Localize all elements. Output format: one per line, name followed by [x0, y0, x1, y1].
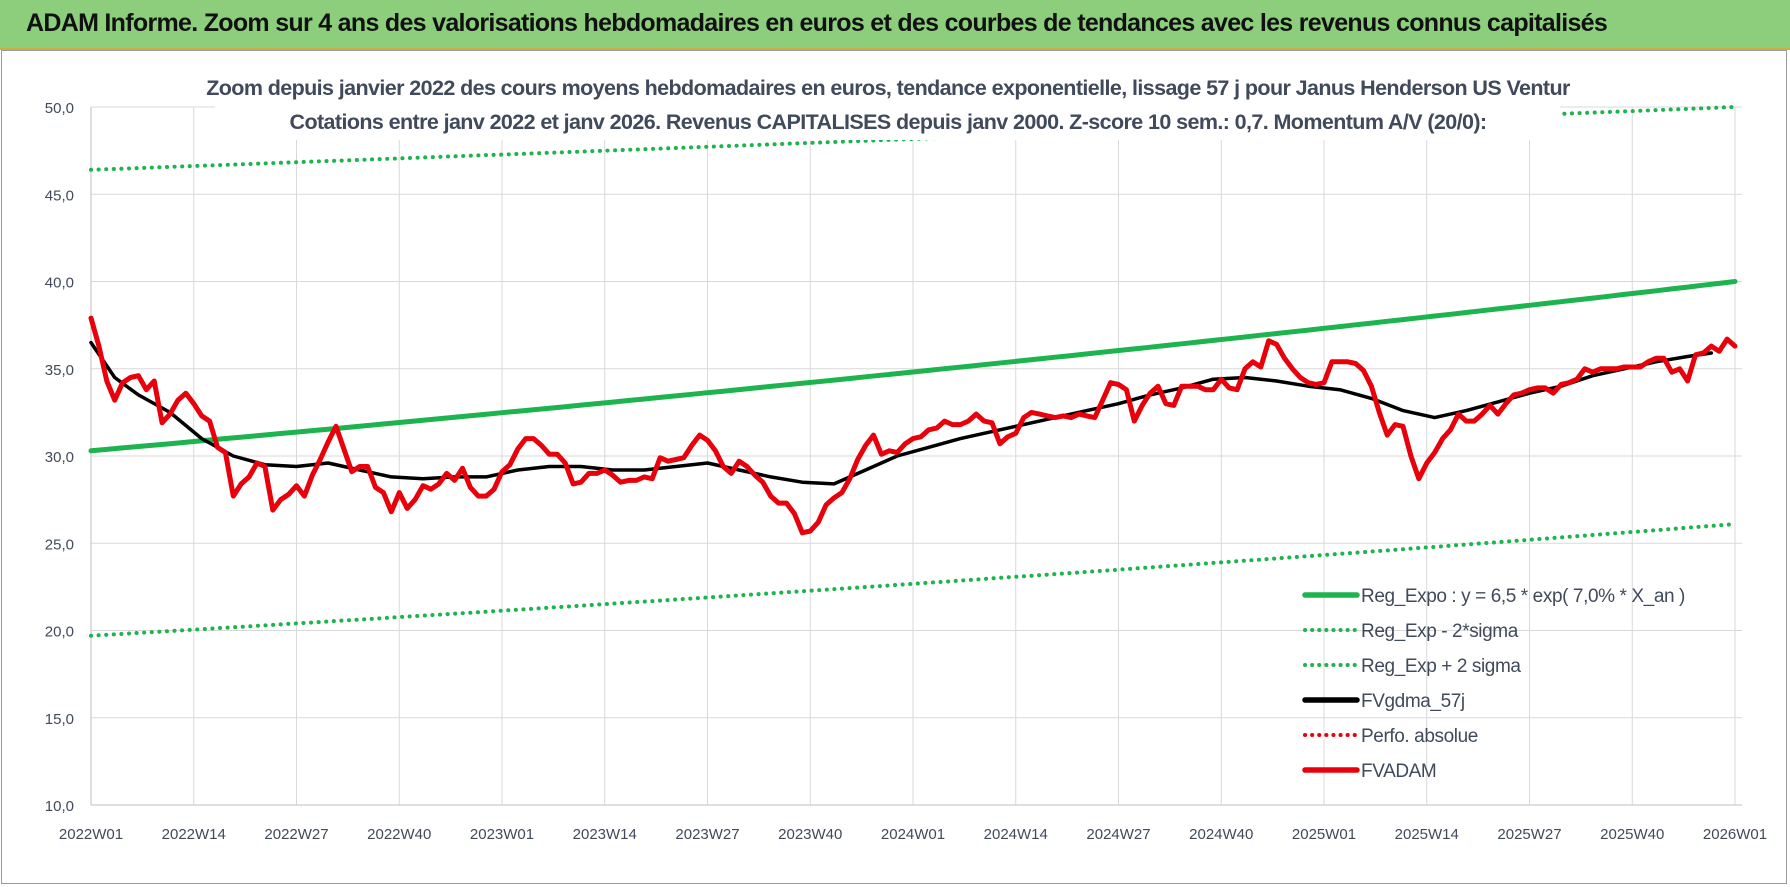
title-background: [215, 68, 1560, 140]
legend-label: Reg_Expo : y = 6,5 * exp( 7,0% * X_an ): [1361, 586, 1685, 607]
y-tick-label: 35,0: [45, 362, 74, 379]
banner-title: ADAM Informe. Zoom sur 4 ans des valoris…: [26, 9, 1608, 37]
x-tick-label: 2024W14: [984, 826, 1048, 843]
y-tick-label: 50,0: [45, 100, 74, 117]
x-tick-label: 2025W01: [1292, 826, 1356, 843]
x-tick-label: 2025W14: [1395, 826, 1459, 843]
y-tick-label: 15,0: [45, 711, 74, 728]
x-tick-label: 2022W40: [367, 826, 431, 843]
x-tick-label: 2022W27: [264, 826, 328, 843]
chart-titles: Zoom depuis janvier 2022 des cours moyen…: [206, 68, 1572, 140]
x-tick-label: 2024W40: [1189, 826, 1253, 843]
legend: Reg_Expo : y = 6,5 * exp( 7,0% * X_an ) R…: [1302, 586, 1685, 782]
y-tick-label: 25,0: [45, 536, 74, 553]
x-tick-label: 2023W40: [778, 826, 842, 843]
series-line-1: [89, 522, 1737, 638]
grid-lines: [90, 106, 1742, 806]
y-tick-label: 40,0: [45, 275, 74, 292]
x-tick-label: 2026W01: [1703, 826, 1767, 843]
chart-title: Zoom depuis janvier 2022 des cours moyen…: [206, 76, 1571, 100]
series-lines: [88, 105, 1738, 638]
x-tick-label: 2025W40: [1600, 826, 1664, 843]
series-line-3: [89, 340, 1714, 486]
x-tick-label: 2023W14: [573, 826, 637, 843]
x-tick-label: 2022W01: [59, 826, 123, 843]
legend-label: FVgdma_57j: [1361, 691, 1465, 712]
legend-label: Reg_Exp + 2 sigma: [1361, 656, 1521, 677]
legend-label: Reg_Exp - 2*sigma: [1361, 621, 1519, 642]
x-axis-ticks: 2022W01 2022W14 2022W27 2022W40 2023W01 2023W…: [59, 826, 1767, 843]
x-tick-label: 2022W14: [162, 826, 226, 843]
chart-subtitle: Cotations entre janv 2022 et janv 2026. …: [290, 110, 1487, 134]
legend-label: Perfo. absolue: [1361, 726, 1478, 747]
x-tick-label: 2023W27: [675, 826, 739, 843]
x-tick-label: 2024W01: [881, 826, 945, 843]
y-tick-label: 20,0: [45, 624, 74, 641]
report-banner: ADAM Informe. Zoom sur 4 ans des valoris…: [0, 0, 1790, 50]
x-tick-label: 2023W01: [470, 826, 534, 843]
x-tick-label: 2024W27: [1086, 826, 1150, 843]
y-tick-label: 45,0: [45, 187, 74, 204]
y-tick-label: 30,0: [45, 449, 74, 466]
series-line-5: [88, 315, 1738, 536]
y-tick-label: 10,0: [45, 798, 74, 815]
x-tick-label: 2025W27: [1497, 826, 1561, 843]
series-line-0: [88, 279, 1738, 454]
y-axis-ticks: 10,0 15,0 20,0 25,0 30,0 35,0 40,0 45,0 50,0: [45, 100, 74, 815]
legend-label: FVADAM: [1361, 761, 1436, 782]
